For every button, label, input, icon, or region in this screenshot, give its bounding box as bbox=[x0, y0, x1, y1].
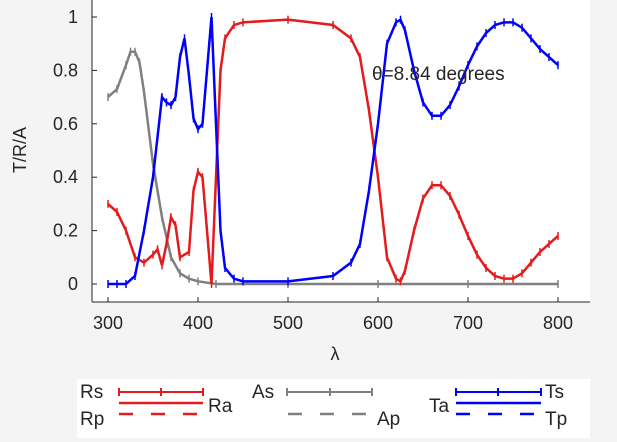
legend-line-Ts bbox=[455, 388, 542, 396]
x-tick-label: 300 bbox=[93, 313, 123, 333]
angle-annotation: θ=8.84 degrees bbox=[372, 64, 505, 85]
x-tick-label: 700 bbox=[453, 313, 483, 333]
legend-Rs: Rs bbox=[80, 382, 103, 403]
y-tick-label: 0 bbox=[68, 274, 78, 294]
y-tick-label: 0.2 bbox=[53, 221, 78, 241]
legend-Ta: Ta bbox=[429, 396, 450, 417]
x-tick-label: 500 bbox=[273, 313, 303, 333]
legend-As: As bbox=[252, 382, 274, 403]
legend: Rs Rp Ra As Ap Ta Ts Tp bbox=[77, 379, 590, 438]
y-tick-label: 1 bbox=[68, 7, 78, 27]
x-tick-label: 800 bbox=[543, 313, 573, 333]
legend-Ra: Ra bbox=[208, 396, 233, 417]
legend-box bbox=[77, 379, 590, 438]
legend-Rp: Rp bbox=[80, 409, 104, 430]
y-tick-label: 0.6 bbox=[53, 114, 78, 134]
legend-line-As bbox=[286, 388, 373, 396]
legend-Ap: Ap bbox=[377, 409, 400, 430]
x-tick-label: 400 bbox=[183, 313, 213, 333]
y-tick-label: 0.4 bbox=[53, 167, 78, 187]
x-axis-label: λ bbox=[331, 344, 340, 364]
y-tick-label: 0.8 bbox=[53, 60, 78, 80]
legend-line-Rs bbox=[118, 388, 204, 396]
x-tick-label: 600 bbox=[363, 313, 393, 333]
legend-Tp: Tp bbox=[545, 409, 567, 430]
legend-Ts: Ts bbox=[545, 382, 564, 403]
plot-area bbox=[92, 0, 590, 302]
y-axis-label: T/R/A bbox=[10, 127, 30, 173]
series-R-line bbox=[107, 18, 559, 285]
